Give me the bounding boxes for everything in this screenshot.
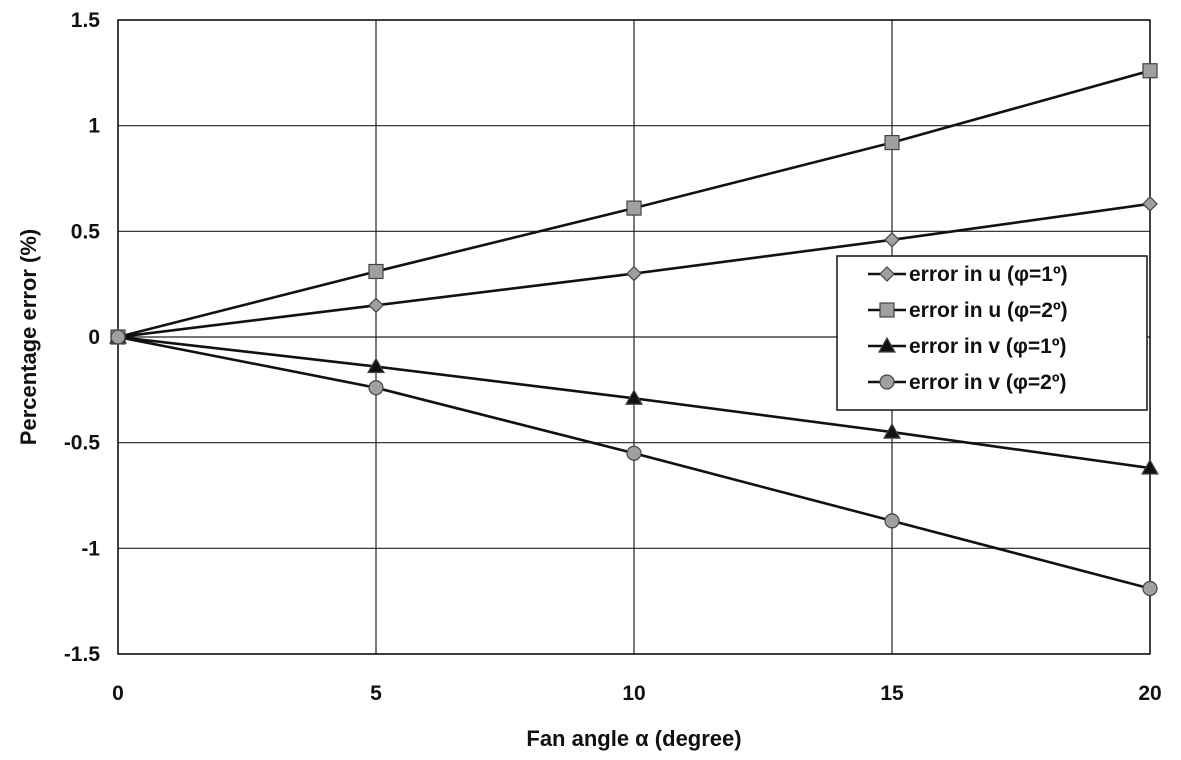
x-axis-title: Fan angle α (degree) — [526, 726, 741, 751]
y-tick-label: 1 — [88, 115, 100, 138]
data-point — [368, 297, 384, 314]
data-point — [626, 265, 642, 282]
data-point — [366, 357, 386, 374]
legend: error in u (φ=1º) error in u (φ=2º) error … — [836, 255, 1148, 411]
data-point — [624, 389, 644, 405]
legend-item: error in u (φ=1º) — [868, 263, 1068, 286]
y-tick-label: -1.5 — [64, 643, 101, 666]
data-point — [1142, 63, 1158, 79]
y-tick-label: -1 — [81, 537, 100, 560]
x-tick-label: 5 — [370, 682, 382, 705]
legend-marker — [879, 266, 895, 282]
x-tick-label: 10 — [622, 682, 645, 705]
y-tick-label: -0.5 — [64, 432, 101, 455]
data-point — [1140, 458, 1160, 475]
legend-item: error in v (φ=2º) — [868, 371, 1067, 394]
x-tick-label: 0 — [112, 682, 124, 705]
legend-label: error in u (φ=2º) — [909, 299, 1068, 322]
x-tick-label: 20 — [1138, 682, 1161, 705]
data-point — [884, 134, 900, 151]
legend-item: error in u (φ=2º) — [868, 299, 1068, 322]
data-point — [1142, 580, 1158, 597]
x-tick-label: 15 — [880, 682, 904, 705]
series-group — [108, 63, 1160, 597]
y-axis-ticks: 1.5 1 0.5 0 -0.5 -1 -1.5 — [64, 9, 101, 666]
data-point — [626, 445, 642, 461]
legend-item: error in v (φ=1º) — [868, 335, 1067, 358]
legend-label: error in v (φ=1º) — [909, 335, 1067, 358]
y-tick-label: 0 — [88, 326, 100, 349]
legend-items: error in u (φ=1º) error in u (φ=2º) error … — [868, 263, 1068, 394]
y-tick-label: 1.5 — [71, 9, 101, 32]
data-point — [884, 513, 900, 529]
data-point — [882, 422, 902, 439]
legend-marker — [879, 302, 895, 318]
y-axis-title: Percentage error (%) — [16, 229, 41, 445]
series-4 — [110, 329, 1158, 597]
legend-marker — [877, 336, 897, 353]
x-axis-ticks: 0 5 10 15 20 — [112, 682, 1162, 705]
legend-label: error in v (φ=2º) — [909, 371, 1067, 394]
y-tick-label: 0.5 — [71, 220, 101, 243]
data-point — [368, 263, 384, 280]
series-1 — [110, 196, 1158, 345]
legend-marker — [879, 374, 895, 390]
data-point — [626, 200, 642, 216]
data-point — [368, 380, 384, 396]
data-point — [1142, 196, 1158, 212]
legend-label: error in u (φ=1º) — [909, 263, 1068, 286]
data-point — [884, 231, 900, 248]
data-point — [110, 329, 126, 345]
